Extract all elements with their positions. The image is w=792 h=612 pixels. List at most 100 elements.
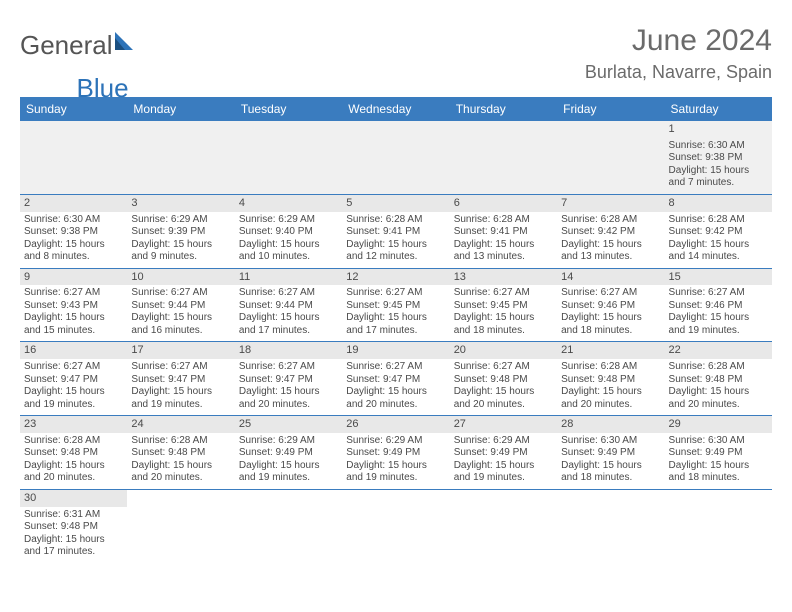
cell-line: Sunset: 9:48 PM [24,447,123,460]
cell-line: Sunrise: 6:27 AM [346,361,445,374]
cell-line: Sunset: 9:42 PM [561,226,660,239]
calendar-daynum-cell: 6 [450,194,557,211]
cell-line: Sunset: 9:38 PM [669,152,768,165]
day-header: Thursday [450,97,557,121]
cell-line: Daylight: 15 hours [669,239,768,252]
calendar-daynum-cell: 26 [342,416,449,433]
calendar-daynum-cell: 28 [557,416,664,433]
cell-line: Sunset: 9:38 PM [24,226,123,239]
calendar-daynum-cell: 14 [557,268,664,285]
cell-line: Sunrise: 6:30 AM [669,435,768,448]
cell-line: and 13 minutes. [454,251,553,264]
cell-line: Sunrise: 6:27 AM [131,361,230,374]
calendar-data-cell [557,507,664,563]
calendar-data-cell [342,138,449,195]
cell-line: Sunrise: 6:30 AM [561,435,660,448]
day-header: Tuesday [235,97,342,121]
calendar-daynum-cell: 16 [20,342,127,359]
cell-line: Sunset: 9:48 PM [669,374,768,387]
cell-line: Daylight: 15 hours [669,386,768,399]
calendar-page: General June 2024 Burlata, Navarre, Spai… [0,0,792,573]
calendar-daynum-cell [342,489,449,506]
calendar-data-cell: Sunrise: 6:31 AMSunset: 9:48 PMDaylight:… [20,507,127,563]
cell-line: and 17 minutes. [346,325,445,338]
calendar-daynum-cell: 12 [342,268,449,285]
calendar-daynum-cell: 10 [127,268,234,285]
cell-line: Sunset: 9:45 PM [454,300,553,313]
calendar-data-cell: Sunrise: 6:30 AMSunset: 9:38 PMDaylight:… [665,138,772,195]
cell-line: Daylight: 15 hours [131,239,230,252]
calendar-daynum-cell: 9 [20,268,127,285]
cell-line: Daylight: 15 hours [346,386,445,399]
calendar-data-cell: Sunrise: 6:29 AMSunset: 9:40 PMDaylight:… [235,212,342,269]
calendar-daynum-cell: 21 [557,342,664,359]
cell-line: Daylight: 15 hours [454,239,553,252]
cell-line: Sunrise: 6:28 AM [669,214,768,227]
cell-line: Sunrise: 6:27 AM [131,287,230,300]
calendar-daynum-cell: 17 [127,342,234,359]
cell-line: and 19 minutes. [24,399,123,412]
cell-line: and 19 minutes. [454,472,553,485]
cell-line: and 20 minutes. [131,472,230,485]
calendar-daynum-cell: 2 [20,194,127,211]
calendar-daynum-cell [342,121,449,138]
cell-line: Sunrise: 6:27 AM [346,287,445,300]
cell-line: Daylight: 15 hours [131,386,230,399]
cell-line: Sunset: 9:39 PM [131,226,230,239]
calendar-data-cell: Sunrise: 6:27 AMSunset: 9:47 PMDaylight:… [20,359,127,416]
cell-line: Sunset: 9:41 PM [346,226,445,239]
location-subtitle: Burlata, Navarre, Spain [585,62,772,83]
calendar-daynum-cell: 30 [20,489,127,506]
calendar-daynum-cell: 27 [450,416,557,433]
cell-line: and 17 minutes. [239,325,338,338]
cell-line: Sunset: 9:45 PM [346,300,445,313]
cell-line: Sunrise: 6:28 AM [131,435,230,448]
brand-logo: General [20,24,139,61]
cell-line: and 18 minutes. [454,325,553,338]
calendar-daynum-cell: 15 [665,268,772,285]
calendar-data-cell: Sunrise: 6:27 AMSunset: 9:46 PMDaylight:… [557,285,664,342]
cell-line: and 14 minutes. [669,251,768,264]
calendar-daynum-cell [557,121,664,138]
cell-line: Sunset: 9:42 PM [669,226,768,239]
cell-line: Sunrise: 6:27 AM [454,287,553,300]
calendar-data-cell: Sunrise: 6:30 AMSunset: 9:38 PMDaylight:… [20,212,127,269]
cell-line: and 20 minutes. [454,399,553,412]
calendar-data-cell: Sunrise: 6:27 AMSunset: 9:47 PMDaylight:… [127,359,234,416]
calendar-daynum-cell [20,121,127,138]
calendar-header-row: SundayMondayTuesdayWednesdayThursdayFrid… [20,97,772,121]
cell-line: Daylight: 15 hours [239,239,338,252]
calendar-daynum-cell: 20 [450,342,557,359]
cell-line: and 9 minutes. [131,251,230,264]
day-header: Wednesday [342,97,449,121]
cell-line: Sunset: 9:40 PM [239,226,338,239]
calendar-daynum-cell: 18 [235,342,342,359]
calendar-data-cell [235,138,342,195]
cell-line: Daylight: 15 hours [239,460,338,473]
cell-line: Sunset: 9:46 PM [561,300,660,313]
cell-line: Daylight: 15 hours [346,312,445,325]
cell-line: Sunrise: 6:30 AM [24,214,123,227]
cell-line: and 20 minutes. [346,399,445,412]
calendar-daynum-cell [665,489,772,506]
page-header: General June 2024 Burlata, Navarre, Spai… [20,24,772,83]
cell-line: and 16 minutes. [131,325,230,338]
cell-line: Sunset: 9:41 PM [454,226,553,239]
cell-line: and 17 minutes. [24,546,123,559]
cell-line: Sunset: 9:47 PM [24,374,123,387]
calendar-data-cell: Sunrise: 6:30 AMSunset: 9:49 PMDaylight:… [557,433,664,490]
cell-line: Sunset: 9:44 PM [239,300,338,313]
calendar-daynum-cell: 25 [235,416,342,433]
calendar-daynum-cell: 19 [342,342,449,359]
calendar-data-cell [450,138,557,195]
calendar-data-cell: Sunrise: 6:27 AMSunset: 9:47 PMDaylight:… [235,359,342,416]
cell-line: and 12 minutes. [346,251,445,264]
cell-line: Sunrise: 6:27 AM [24,361,123,374]
calendar-daynum-cell: 4 [235,194,342,211]
cell-line: Sunrise: 6:29 AM [239,435,338,448]
calendar-data-cell [235,507,342,563]
calendar-data-cell: Sunrise: 6:27 AMSunset: 9:48 PMDaylight:… [450,359,557,416]
title-block: June 2024 Burlata, Navarre, Spain [585,24,772,83]
calendar-table: SundayMondayTuesdayWednesdayThursdayFrid… [20,97,772,563]
calendar-data-cell: Sunrise: 6:27 AMSunset: 9:44 PMDaylight:… [127,285,234,342]
